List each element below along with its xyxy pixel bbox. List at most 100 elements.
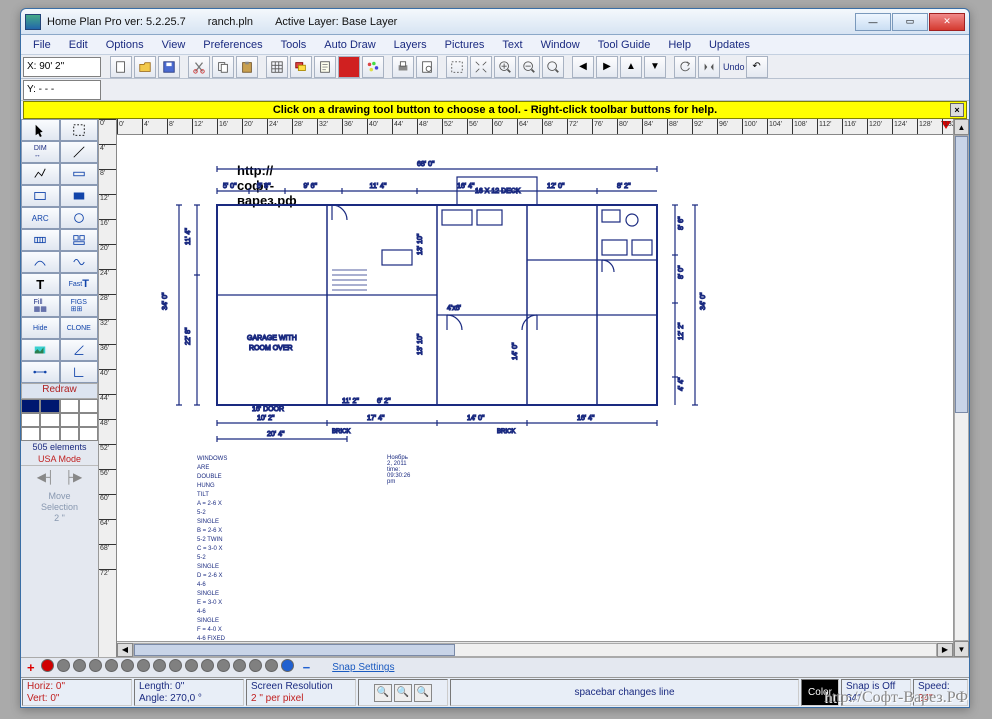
layer-dot-1[interactable] [57, 659, 70, 672]
layer-dot-7[interactable] [153, 659, 166, 672]
grid-icon[interactable] [266, 56, 288, 78]
zoom-window-icon[interactable] [446, 56, 468, 78]
save-icon[interactable] [158, 56, 180, 78]
menu-preferences[interactable]: Preferences [195, 37, 270, 53]
menu-auto-draw[interactable]: Auto Draw [316, 37, 383, 53]
menu-file[interactable]: File [25, 37, 59, 53]
layer-dot-6[interactable] [137, 659, 150, 672]
new-icon[interactable] [110, 56, 132, 78]
line-tool[interactable] [60, 141, 99, 163]
layer-dot-2[interactable] [73, 659, 86, 672]
measure-tool[interactable] [21, 361, 60, 383]
vertical-scrollbar[interactable]: ▲ ▼ [953, 119, 969, 657]
maximize-button[interactable]: ▭ [892, 13, 928, 31]
layer-dot-10[interactable] [201, 659, 214, 672]
rect-fill-tool[interactable] [60, 185, 99, 207]
menu-view[interactable]: View [154, 37, 194, 53]
redraw-button[interactable]: Redraw [21, 383, 98, 399]
zoom-prev-icon[interactable] [542, 56, 564, 78]
hint-close-icon[interactable]: × [950, 103, 964, 117]
horizontal-scrollbar[interactable]: ◀ ▶ [117, 641, 953, 657]
ortho-tool[interactable] [60, 361, 99, 383]
menu-pictures[interactable]: Pictures [437, 37, 493, 53]
menu-edit[interactable]: Edit [61, 37, 96, 53]
pan-left-icon[interactable]: ◀ [572, 56, 594, 78]
layer-dot-12[interactable] [233, 659, 246, 672]
layers-icon[interactable] [290, 56, 312, 78]
figs-tool[interactable]: FIGS⊞⊞ [60, 295, 99, 317]
rotate-icon[interactable] [674, 56, 696, 78]
scroll-down-icon[interactable]: ▼ [954, 641, 969, 657]
image-tool[interactable] [21, 339, 60, 361]
color-icon[interactable] [338, 56, 360, 78]
scroll-right-icon[interactable]: ▶ [937, 643, 953, 657]
window-tool[interactable] [60, 229, 99, 251]
hide-tool[interactable]: Hide [21, 317, 60, 339]
mirror-icon[interactable] [698, 56, 720, 78]
color-swatches[interactable] [21, 399, 98, 441]
menu-tools[interactable]: Tools [273, 37, 315, 53]
arc-tool[interactable]: ARC [21, 207, 60, 229]
preview-icon[interactable] [416, 56, 438, 78]
zoom-in-status-icon[interactable]: 🔍 [414, 684, 432, 702]
menu-text[interactable]: Text [494, 37, 530, 53]
layer-dot-8[interactable] [169, 659, 182, 672]
menu-tool-guide[interactable]: Tool Guide [590, 37, 659, 53]
layer-dot-0[interactable] [41, 659, 54, 672]
dim-tool[interactable]: DIM↔ [21, 141, 60, 163]
rect-tool[interactable] [21, 185, 60, 207]
units-mode[interactable]: USA Mode [21, 453, 98, 465]
select-rect-tool[interactable] [60, 119, 99, 141]
layer-dot-3[interactable] [89, 659, 102, 672]
titlebar[interactable]: Home Plan Pro ver: 5.2.25.7 ranch.pln Ac… [21, 9, 969, 35]
text-tool[interactable]: T [21, 273, 60, 295]
zoom-status-icon[interactable]: 🔍 [394, 684, 412, 702]
menu-options[interactable]: Options [98, 37, 152, 53]
cut-icon[interactable] [188, 56, 210, 78]
layer-dot-13[interactable] [249, 659, 262, 672]
palette-icon[interactable] [362, 56, 384, 78]
curve-tool[interactable] [21, 251, 60, 273]
paste-icon[interactable] [236, 56, 258, 78]
menu-layers[interactable]: Layers [386, 37, 435, 53]
angle-tool[interactable] [60, 339, 99, 361]
pointer-tool[interactable] [21, 119, 60, 141]
zoom-extents-icon[interactable] [470, 56, 492, 78]
scroll-up-icon[interactable]: ▲ [954, 119, 969, 135]
layer-remove-icon[interactable]: − [303, 660, 311, 675]
layer-dot-4[interactable] [105, 659, 118, 672]
copy-icon[interactable] [212, 56, 234, 78]
note-icon[interactable] [314, 56, 336, 78]
snap-settings-link[interactable]: Snap Settings [332, 662, 394, 673]
layer-dot-14[interactable] [265, 659, 278, 672]
spline-tool[interactable] [60, 251, 99, 273]
minimize-button[interactable]: — [855, 13, 891, 31]
layer-dot-15[interactable] [281, 659, 294, 672]
undo-icon[interactable]: ↶ [746, 56, 768, 78]
menu-help[interactable]: Help [660, 37, 699, 53]
polyline-tool[interactable] [21, 163, 60, 185]
layer-add-icon[interactable]: + [27, 660, 35, 675]
zoom-out-icon[interactable] [518, 56, 540, 78]
drawing-canvas[interactable]: http://софт-варез.рф 16 X 12 DECK 68' 0" [117, 135, 953, 641]
fast-text-tool[interactable]: FastT [60, 273, 99, 295]
pan-down-icon[interactable]: ▼ [644, 56, 666, 78]
layer-dot-11[interactable] [217, 659, 230, 672]
scroll-left-icon[interactable]: ◀ [117, 643, 133, 657]
menu-window[interactable]: Window [533, 37, 588, 53]
zoom-in-icon[interactable] [494, 56, 516, 78]
layer-dot-5[interactable] [121, 659, 134, 672]
close-button[interactable]: ✕ [929, 13, 965, 31]
layer-dot-9[interactable] [185, 659, 198, 672]
clone-tool[interactable]: CLONE [60, 317, 99, 339]
wall-tool[interactable] [60, 163, 99, 185]
pan-right-icon[interactable]: ▶ [596, 56, 618, 78]
zoom-out-status-icon[interactable]: 🔍 [374, 684, 392, 702]
nudge-arrows[interactable]: ◀┤├▶ [21, 465, 98, 487]
menu-updates[interactable]: Updates [701, 37, 758, 53]
fill-tool[interactable]: Fill▦▦ [21, 295, 60, 317]
door-tool[interactable] [21, 229, 60, 251]
circle-tool[interactable] [60, 207, 99, 229]
print-icon[interactable] [392, 56, 414, 78]
pan-up-icon[interactable]: ▲ [620, 56, 642, 78]
